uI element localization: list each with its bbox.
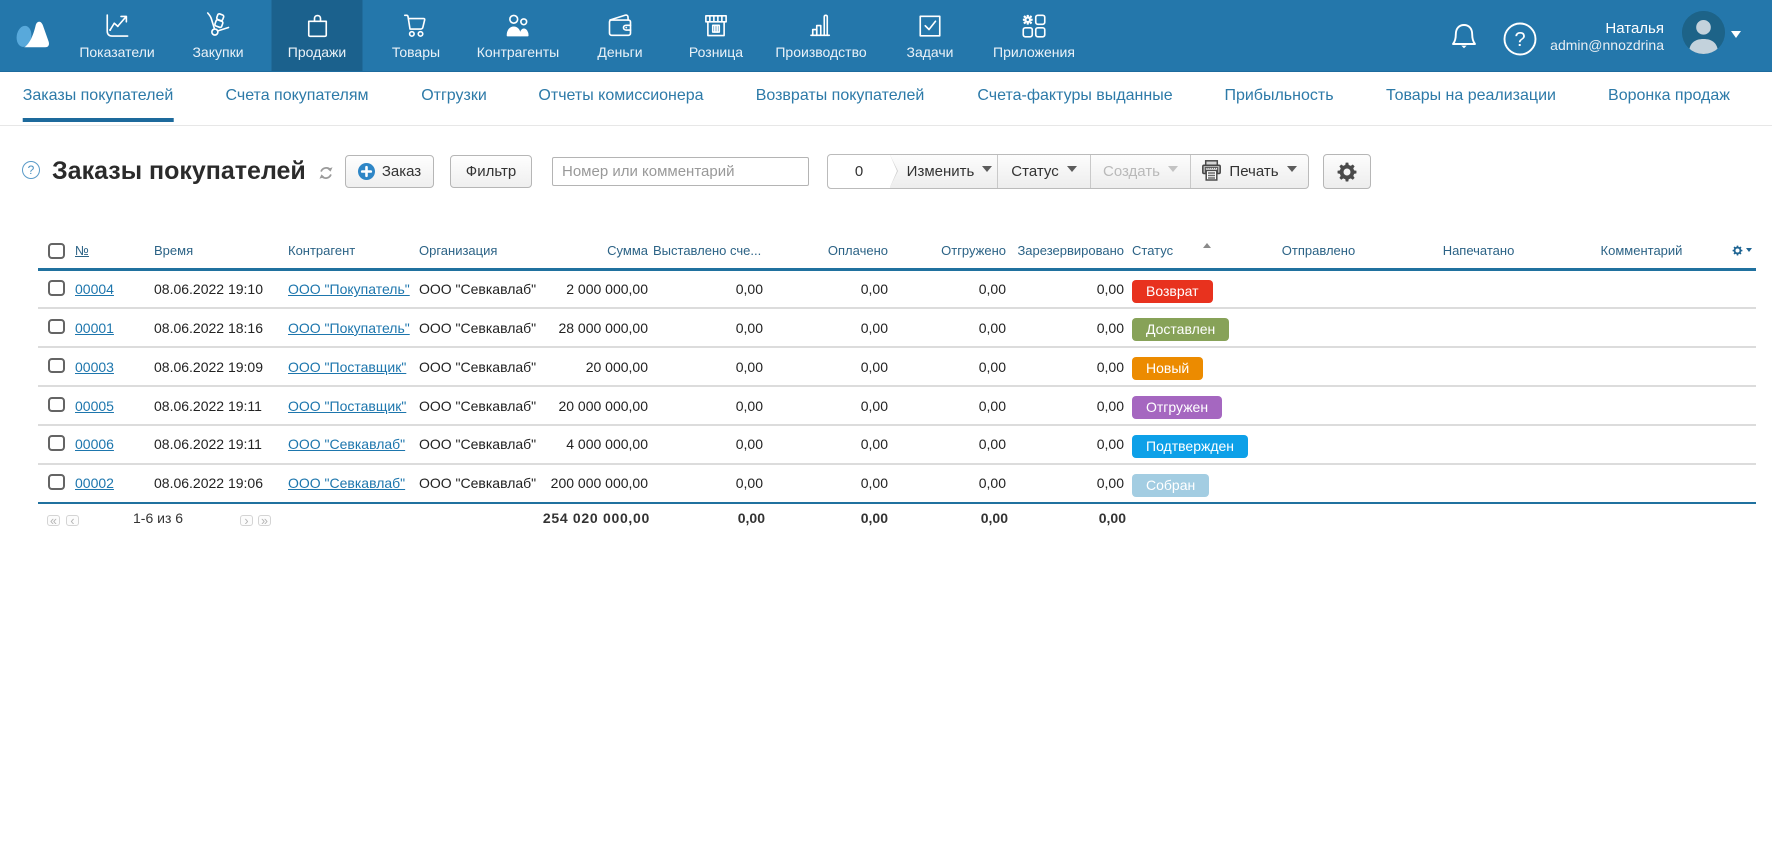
svg-text:?: ?	[1514, 29, 1525, 51]
